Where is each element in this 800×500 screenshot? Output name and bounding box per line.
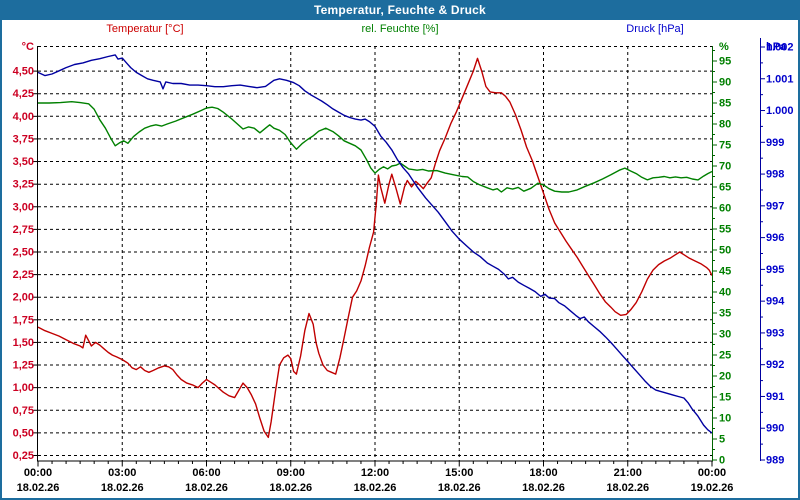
tick-label-time: 06:00 <box>192 467 220 479</box>
tick-label-temperature: 3,25 <box>13 179 34 191</box>
tick-label-date: 18.02.26 <box>438 482 481 494</box>
tick-label-time: 09:00 <box>277 467 305 479</box>
tick-label-humidity: 45 <box>719 266 731 278</box>
tick-label-temperature: 0,50 <box>13 427 34 439</box>
chart-legend: Temperatur [°C] rel. Feuchte [%] Druck [hP… <box>0 23 800 37</box>
legend-pressure: Druck [hPa] <box>626 23 684 35</box>
series-druck <box>37 54 713 434</box>
tick-label-humidity: 55 <box>719 224 731 236</box>
tick-label-pressure: 1.001 <box>766 73 794 85</box>
tick-label-humidity: 30 <box>719 329 731 341</box>
tick-label-pressure: 992 <box>766 359 784 371</box>
tick-label-temperature: 2,75 <box>13 224 34 236</box>
tick-label-pressure: 994 <box>766 296 785 308</box>
tick-label-pressure: 996 <box>766 232 784 244</box>
tick-label-pressure: 990 <box>766 423 784 435</box>
tick-label-pressure: 999 <box>766 137 784 149</box>
tick-label-pressure: 998 <box>766 169 784 181</box>
tick-label-pressure: 1.002 <box>766 41 794 53</box>
tick-label-time: 00:00 <box>698 467 726 479</box>
tick-label-humidity: 0 <box>719 455 725 467</box>
tick-label-humidity: 5 <box>719 434 725 446</box>
tick-label-temperature: 2,00 <box>13 292 34 304</box>
axis-unit-temperature: °C <box>22 41 34 53</box>
tick-label-date: 18.02.26 <box>101 482 144 494</box>
tick-label-pressure: 989 <box>766 455 784 467</box>
legend-temperature: Temperatur [°C] <box>106 23 184 35</box>
tick-label-time: 12:00 <box>361 467 389 479</box>
tick-label-temperature: 1,00 <box>13 382 34 394</box>
tick-label-humidity: 40 <box>719 287 731 299</box>
tick-label-humidity: 60 <box>719 203 731 215</box>
tick-label-pressure: 997 <box>766 200 784 212</box>
tick-label-humidity: 75 <box>719 140 731 152</box>
tick-label-humidity: 95 <box>719 56 731 68</box>
tick-label-date: 19.02.26 <box>691 482 734 494</box>
axis-unit-pressure: hPa <box>766 41 787 53</box>
tick-label-date: 18.02.26 <box>606 482 649 494</box>
tick-label-humidity: 65 <box>719 182 731 194</box>
tick-label-temperature: 4,00 <box>13 111 34 123</box>
tick-label-date: 18.02.26 <box>17 482 60 494</box>
tick-label-temperature: 0,75 <box>13 405 34 417</box>
series-rel-feuchte <box>38 100 713 193</box>
tick-label-temperature: 1,50 <box>13 337 34 349</box>
tick-label-time: 00:00 <box>24 467 52 479</box>
tick-label-temperature: 1,25 <box>13 360 34 372</box>
tick-label-humidity: 70 <box>719 161 731 173</box>
tick-label-humidity: 25 <box>719 350 731 362</box>
legend-humidity: rel. Feuchte [%] <box>361 23 439 35</box>
tick-label-humidity: 80 <box>719 119 731 131</box>
tick-label-time: 15:00 <box>445 467 473 479</box>
tick-label-humidity: 90 <box>719 77 731 89</box>
tick-label-temperature: 1,75 <box>13 314 34 326</box>
tick-label-temperature: 2,50 <box>13 246 34 258</box>
tick-label-temperature: 3,50 <box>13 156 34 168</box>
tick-label-date: 18.02.26 <box>522 482 565 494</box>
tick-label-humidity: 15 <box>719 392 731 404</box>
tick-label-time: 03:00 <box>108 467 136 479</box>
tick-label-temperature: 3,75 <box>13 133 34 145</box>
tick-label-pressure: 993 <box>766 327 784 339</box>
tick-label-temperature: 4,25 <box>13 88 34 100</box>
tick-label-pressure: 991 <box>766 391 784 403</box>
tick-label-temperature: 0,25 <box>13 450 34 462</box>
tick-label-temperature: 3,00 <box>13 201 34 213</box>
axis-unit-humidity: % <box>719 41 729 53</box>
series-temperatur <box>37 57 713 439</box>
tick-label-humidity: 20 <box>719 371 731 383</box>
tick-label-date: 18.02.26 <box>269 482 312 494</box>
tick-label-temperature: 2,25 <box>13 269 34 281</box>
tick-label-temperature: 4,50 <box>13 66 34 78</box>
tick-label-humidity: 35 <box>719 308 731 320</box>
tick-label-humidity: 50 <box>719 245 731 257</box>
tick-label-humidity: 10 <box>719 413 731 425</box>
tick-label-time: 18:00 <box>529 467 557 479</box>
tick-label-time: 21:00 <box>614 467 642 479</box>
tick-label-pressure: 995 <box>766 264 784 276</box>
tick-label-date: 18.02.26 <box>185 482 228 494</box>
window-title: Temperatur, Feuchte & Druck <box>0 0 800 20</box>
tick-label-pressure: 1.000 <box>766 105 794 117</box>
tick-label-date: 18.02.26 <box>354 482 397 494</box>
tick-label-humidity: 85 <box>719 98 731 110</box>
